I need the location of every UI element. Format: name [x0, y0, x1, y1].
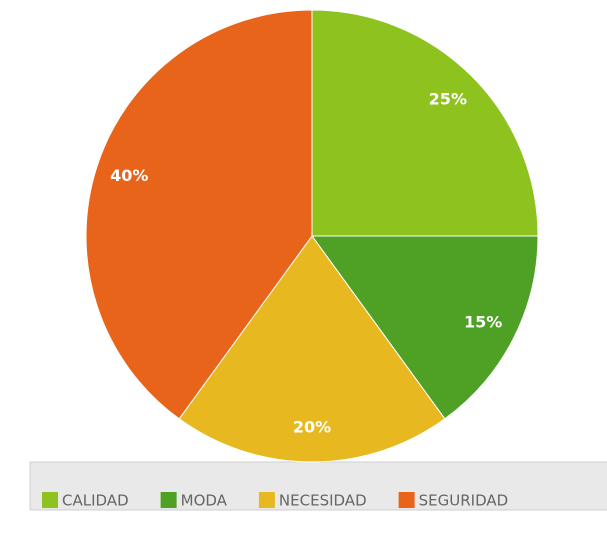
pie-slice — [311, 9, 539, 237]
pie-slice — [178, 235, 446, 463]
legend-swatch — [160, 492, 177, 508]
pie-slice — [85, 9, 313, 420]
pie-slice — [311, 235, 539, 420]
legend-box — [29, 461, 607, 511]
legend-swatch — [398, 492, 415, 508]
data-label: 20% — [293, 418, 331, 437]
legend-label: NECESIDAD — [279, 492, 367, 510]
data-label: 15% — [464, 313, 502, 332]
legend-swatch — [258, 492, 275, 508]
data-label: 40% — [110, 166, 148, 185]
legend-swatch — [42, 492, 58, 508]
legend-label: SEGURIDAD — [419, 492, 509, 510]
legend-label: CALIDAD — [62, 492, 129, 510]
legend-label: MODA — [181, 492, 228, 510]
data-label: 25% — [429, 90, 467, 109]
